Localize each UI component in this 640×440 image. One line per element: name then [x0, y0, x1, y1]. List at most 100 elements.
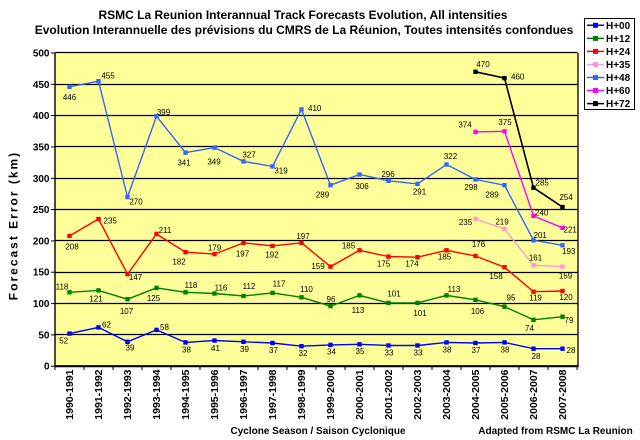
svg-text:185: 185	[438, 253, 452, 262]
svg-text:52: 52	[59, 337, 68, 346]
svg-text:37: 37	[269, 346, 278, 355]
svg-text:161: 161	[529, 254, 543, 263]
svg-text:33: 33	[385, 348, 394, 357]
svg-text:375: 375	[498, 118, 512, 127]
svg-text:39: 39	[240, 345, 249, 354]
svg-text:211: 211	[159, 226, 172, 235]
svg-text:197: 197	[236, 249, 250, 258]
svg-text:285: 285	[536, 179, 550, 188]
svg-text:96: 96	[327, 295, 336, 304]
svg-text:110: 110	[300, 285, 313, 294]
svg-text:455: 455	[101, 71, 115, 80]
svg-text:117: 117	[273, 280, 286, 289]
svg-text:410: 410	[308, 104, 322, 113]
svg-text:121: 121	[89, 294, 103, 303]
svg-text:37: 37	[472, 346, 481, 355]
svg-text:185: 185	[342, 241, 356, 250]
svg-text:119: 119	[529, 294, 542, 303]
svg-text:201: 201	[534, 231, 548, 240]
svg-text:58: 58	[160, 323, 169, 332]
svg-text:2002-2003: 2002-2003	[412, 369, 424, 419]
svg-text:174: 174	[405, 260, 419, 269]
svg-text:28: 28	[567, 346, 576, 355]
svg-text:298: 298	[464, 183, 478, 192]
svg-text:120: 120	[559, 293, 573, 302]
svg-text:175: 175	[377, 260, 391, 269]
svg-text:35: 35	[356, 347, 365, 356]
svg-text:322: 322	[444, 152, 458, 161]
svg-text:101: 101	[387, 290, 401, 299]
svg-text:270: 270	[129, 198, 143, 207]
svg-text:1995-1996: 1995-1996	[209, 369, 221, 419]
svg-text:192: 192	[265, 251, 279, 260]
svg-text:219: 219	[495, 217, 509, 226]
svg-text:H+35: H+35	[606, 60, 631, 71]
svg-text:176: 176	[472, 240, 486, 249]
svg-text:235: 235	[104, 216, 118, 225]
svg-text:179: 179	[208, 244, 222, 253]
svg-text:350: 350	[33, 143, 50, 154]
svg-text:RSMC La Reunion Interannual Tr: RSMC La Reunion Interannual Track Foreca…	[99, 8, 508, 22]
svg-text:450: 450	[33, 80, 50, 91]
svg-text:113: 113	[448, 285, 461, 294]
svg-text:470: 470	[476, 60, 490, 69]
svg-text:32: 32	[299, 349, 308, 358]
svg-text:460: 460	[511, 73, 525, 82]
svg-text:327: 327	[242, 151, 256, 160]
svg-text:50: 50	[38, 330, 50, 341]
svg-text:159: 159	[311, 262, 325, 271]
svg-text:H+60: H+60	[606, 86, 631, 97]
svg-text:H+48: H+48	[606, 73, 631, 84]
svg-text:Cyclone Season / Saison Cyclon: Cyclone Season / Saison Cyclonique	[230, 426, 405, 437]
svg-text:182: 182	[172, 258, 186, 267]
svg-text:74: 74	[525, 324, 534, 333]
svg-text:289: 289	[316, 191, 330, 200]
svg-text:240: 240	[535, 209, 549, 218]
svg-text:300: 300	[33, 174, 50, 185]
svg-text:118: 118	[56, 282, 69, 291]
svg-text:400: 400	[33, 111, 50, 122]
svg-text:95: 95	[507, 294, 516, 303]
svg-text:446: 446	[63, 93, 77, 102]
svg-text:101: 101	[413, 309, 427, 318]
svg-text:2004-2005: 2004-2005	[470, 369, 482, 419]
svg-text:500: 500	[33, 49, 50, 60]
svg-text:38: 38	[443, 345, 452, 354]
svg-text:1998-1999: 1998-1999	[296, 369, 308, 419]
svg-text:306: 306	[355, 182, 369, 191]
svg-text:1993-1994: 1993-1994	[151, 369, 163, 419]
svg-text:112: 112	[243, 282, 256, 291]
svg-text:296: 296	[381, 170, 395, 179]
svg-text:H+12: H+12	[606, 34, 631, 45]
svg-text:2006-2007: 2006-2007	[528, 369, 540, 419]
svg-text:197: 197	[296, 232, 310, 241]
svg-text:221: 221	[564, 226, 578, 235]
svg-text:39: 39	[126, 343, 135, 352]
svg-text:291: 291	[413, 188, 427, 197]
svg-text:1991-1992: 1991-1992	[93, 369, 105, 419]
svg-text:2003-2004: 2003-2004	[441, 369, 453, 419]
svg-text:254: 254	[559, 193, 573, 202]
svg-text:2007-2008: 2007-2008	[557, 369, 569, 419]
svg-text:1994-1995: 1994-1995	[180, 369, 192, 419]
svg-text:235: 235	[459, 218, 473, 227]
svg-text:Forecast Error (km): Forecast Error (km)	[7, 151, 21, 300]
svg-text:150: 150	[33, 268, 50, 279]
svg-text:159: 159	[559, 272, 573, 281]
svg-text:200: 200	[33, 236, 50, 247]
svg-text:349: 349	[207, 158, 221, 167]
svg-text:399: 399	[157, 108, 171, 117]
svg-text:Adapted from RSMC La Reunion: Adapted from RSMC La Reunion	[478, 426, 632, 437]
svg-text:0: 0	[44, 362, 50, 373]
svg-text:341: 341	[177, 159, 191, 168]
svg-text:H+24: H+24	[606, 47, 631, 58]
svg-text:2000-2001: 2000-2001	[354, 369, 366, 419]
svg-text:H+72: H+72	[606, 99, 631, 110]
svg-text:113: 113	[352, 306, 365, 315]
svg-text:107: 107	[120, 307, 134, 316]
svg-text:100: 100	[33, 299, 50, 310]
svg-text:118: 118	[185, 281, 198, 290]
svg-text:33: 33	[414, 348, 423, 357]
svg-text:250: 250	[33, 205, 50, 216]
svg-text:193: 193	[562, 247, 576, 256]
